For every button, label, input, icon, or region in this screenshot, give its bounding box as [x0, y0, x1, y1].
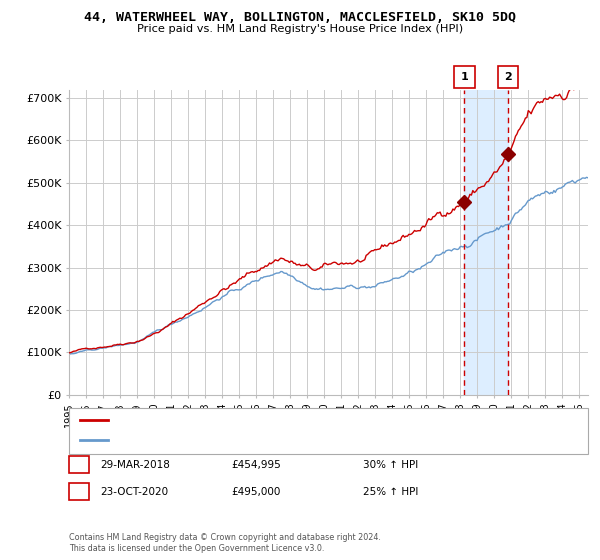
Text: 1: 1: [76, 460, 83, 470]
Text: 2: 2: [76, 487, 83, 497]
Text: Price paid vs. HM Land Registry's House Price Index (HPI): Price paid vs. HM Land Registry's House …: [137, 24, 463, 34]
Text: 25% ↑ HPI: 25% ↑ HPI: [363, 487, 418, 497]
Text: 29-MAR-2018: 29-MAR-2018: [100, 460, 170, 470]
Text: HPI: Average price, detached house, Cheshire East: HPI: Average price, detached house, Ches…: [112, 435, 334, 444]
Text: 23-OCT-2020: 23-OCT-2020: [100, 487, 169, 497]
Text: 44, WATERWHEEL WAY, BOLLINGTON, MACCLESFIELD, SK10 5DQ (detached house): 44, WATERWHEEL WAY, BOLLINGTON, MACCLESF…: [112, 416, 475, 424]
Text: Contains HM Land Registry data © Crown copyright and database right 2024.
This d: Contains HM Land Registry data © Crown c…: [69, 533, 381, 553]
Text: £454,995: £454,995: [231, 460, 281, 470]
Text: 44, WATERWHEEL WAY, BOLLINGTON, MACCLESFIELD, SK10 5DQ: 44, WATERWHEEL WAY, BOLLINGTON, MACCLESF…: [84, 11, 516, 24]
Text: £495,000: £495,000: [231, 487, 280, 497]
Text: 1: 1: [461, 72, 469, 82]
Text: 30% ↑ HPI: 30% ↑ HPI: [363, 460, 418, 470]
Bar: [464, 90, 508, 395]
Text: 2: 2: [505, 72, 512, 82]
